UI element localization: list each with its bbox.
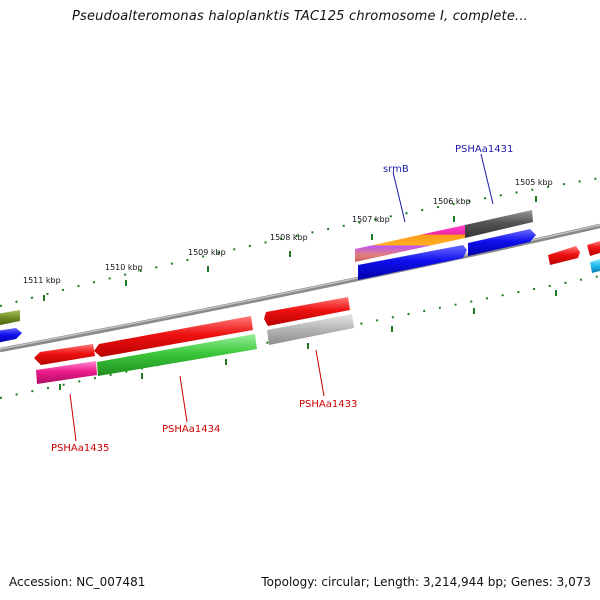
gene-red-right1[interactable] — [548, 246, 580, 265]
scale-label: 1508 kbp — [270, 233, 308, 242]
gene-blue-right[interactable] — [468, 229, 536, 256]
scale-label: 1511 kbp — [23, 276, 61, 285]
map-title: Pseudoalteromonas haloplanktis TAC125 ch… — [71, 9, 529, 24]
gene-label-PSHAa1435[interactable]: PSHAa1435 — [51, 443, 109, 454]
gene-label-PSHAa1431[interactable]: PSHAa1431 — [455, 144, 513, 155]
gene-label-PSHAa1434[interactable]: PSHAa1434 — [162, 424, 220, 435]
gene-olive[interactable] — [0, 310, 20, 326]
gene-srmB[interactable] — [355, 225, 465, 262]
outer-scale-arc — [0, 177, 600, 307]
gene-PSHAa1433[interactable] — [264, 297, 350, 326]
scale-label: 1509 kbp — [188, 248, 226, 257]
gene-PSHAa1435[interactable] — [34, 344, 95, 365]
gene-cyan-right[interactable] — [590, 259, 600, 273]
scale-labels: 1511 kbp 1510 kbp 1509 kbp 1508 kbp 1507… — [23, 178, 553, 285]
label-leaders — [69, 153, 494, 442]
gene-gray[interactable] — [267, 314, 354, 345]
gene-PSHAa1431[interactable] — [465, 210, 533, 238]
genome-summary-text: Topology: circular; Length: 3,214,944 bp… — [261, 575, 591, 589]
gene-PSHAa1434[interactable] — [94, 316, 253, 357]
gene-red-right2[interactable] — [587, 241, 600, 256]
gene-blue-left[interactable] — [0, 328, 22, 343]
outer-major-ticks — [43, 196, 537, 301]
gene-pink[interactable] — [36, 361, 97, 384]
scale-label: 1510 kbp — [105, 263, 143, 272]
gene-green[interactable] — [97, 334, 257, 376]
scale-label: 1505 kbp — [515, 178, 553, 187]
inner-major-ticks — [59, 290, 557, 390]
gene-blue-mid[interactable] — [358, 245, 467, 280]
gene-label-PSHAa1433[interactable]: PSHAa1433 — [299, 399, 357, 410]
scale-label: 1507 kbp — [352, 215, 390, 224]
scale-label: 1506 kbp — [433, 197, 471, 206]
gene-label-srmB[interactable]: srmB — [383, 164, 409, 175]
accession-text: Accession: NC_007481 — [9, 575, 146, 589]
